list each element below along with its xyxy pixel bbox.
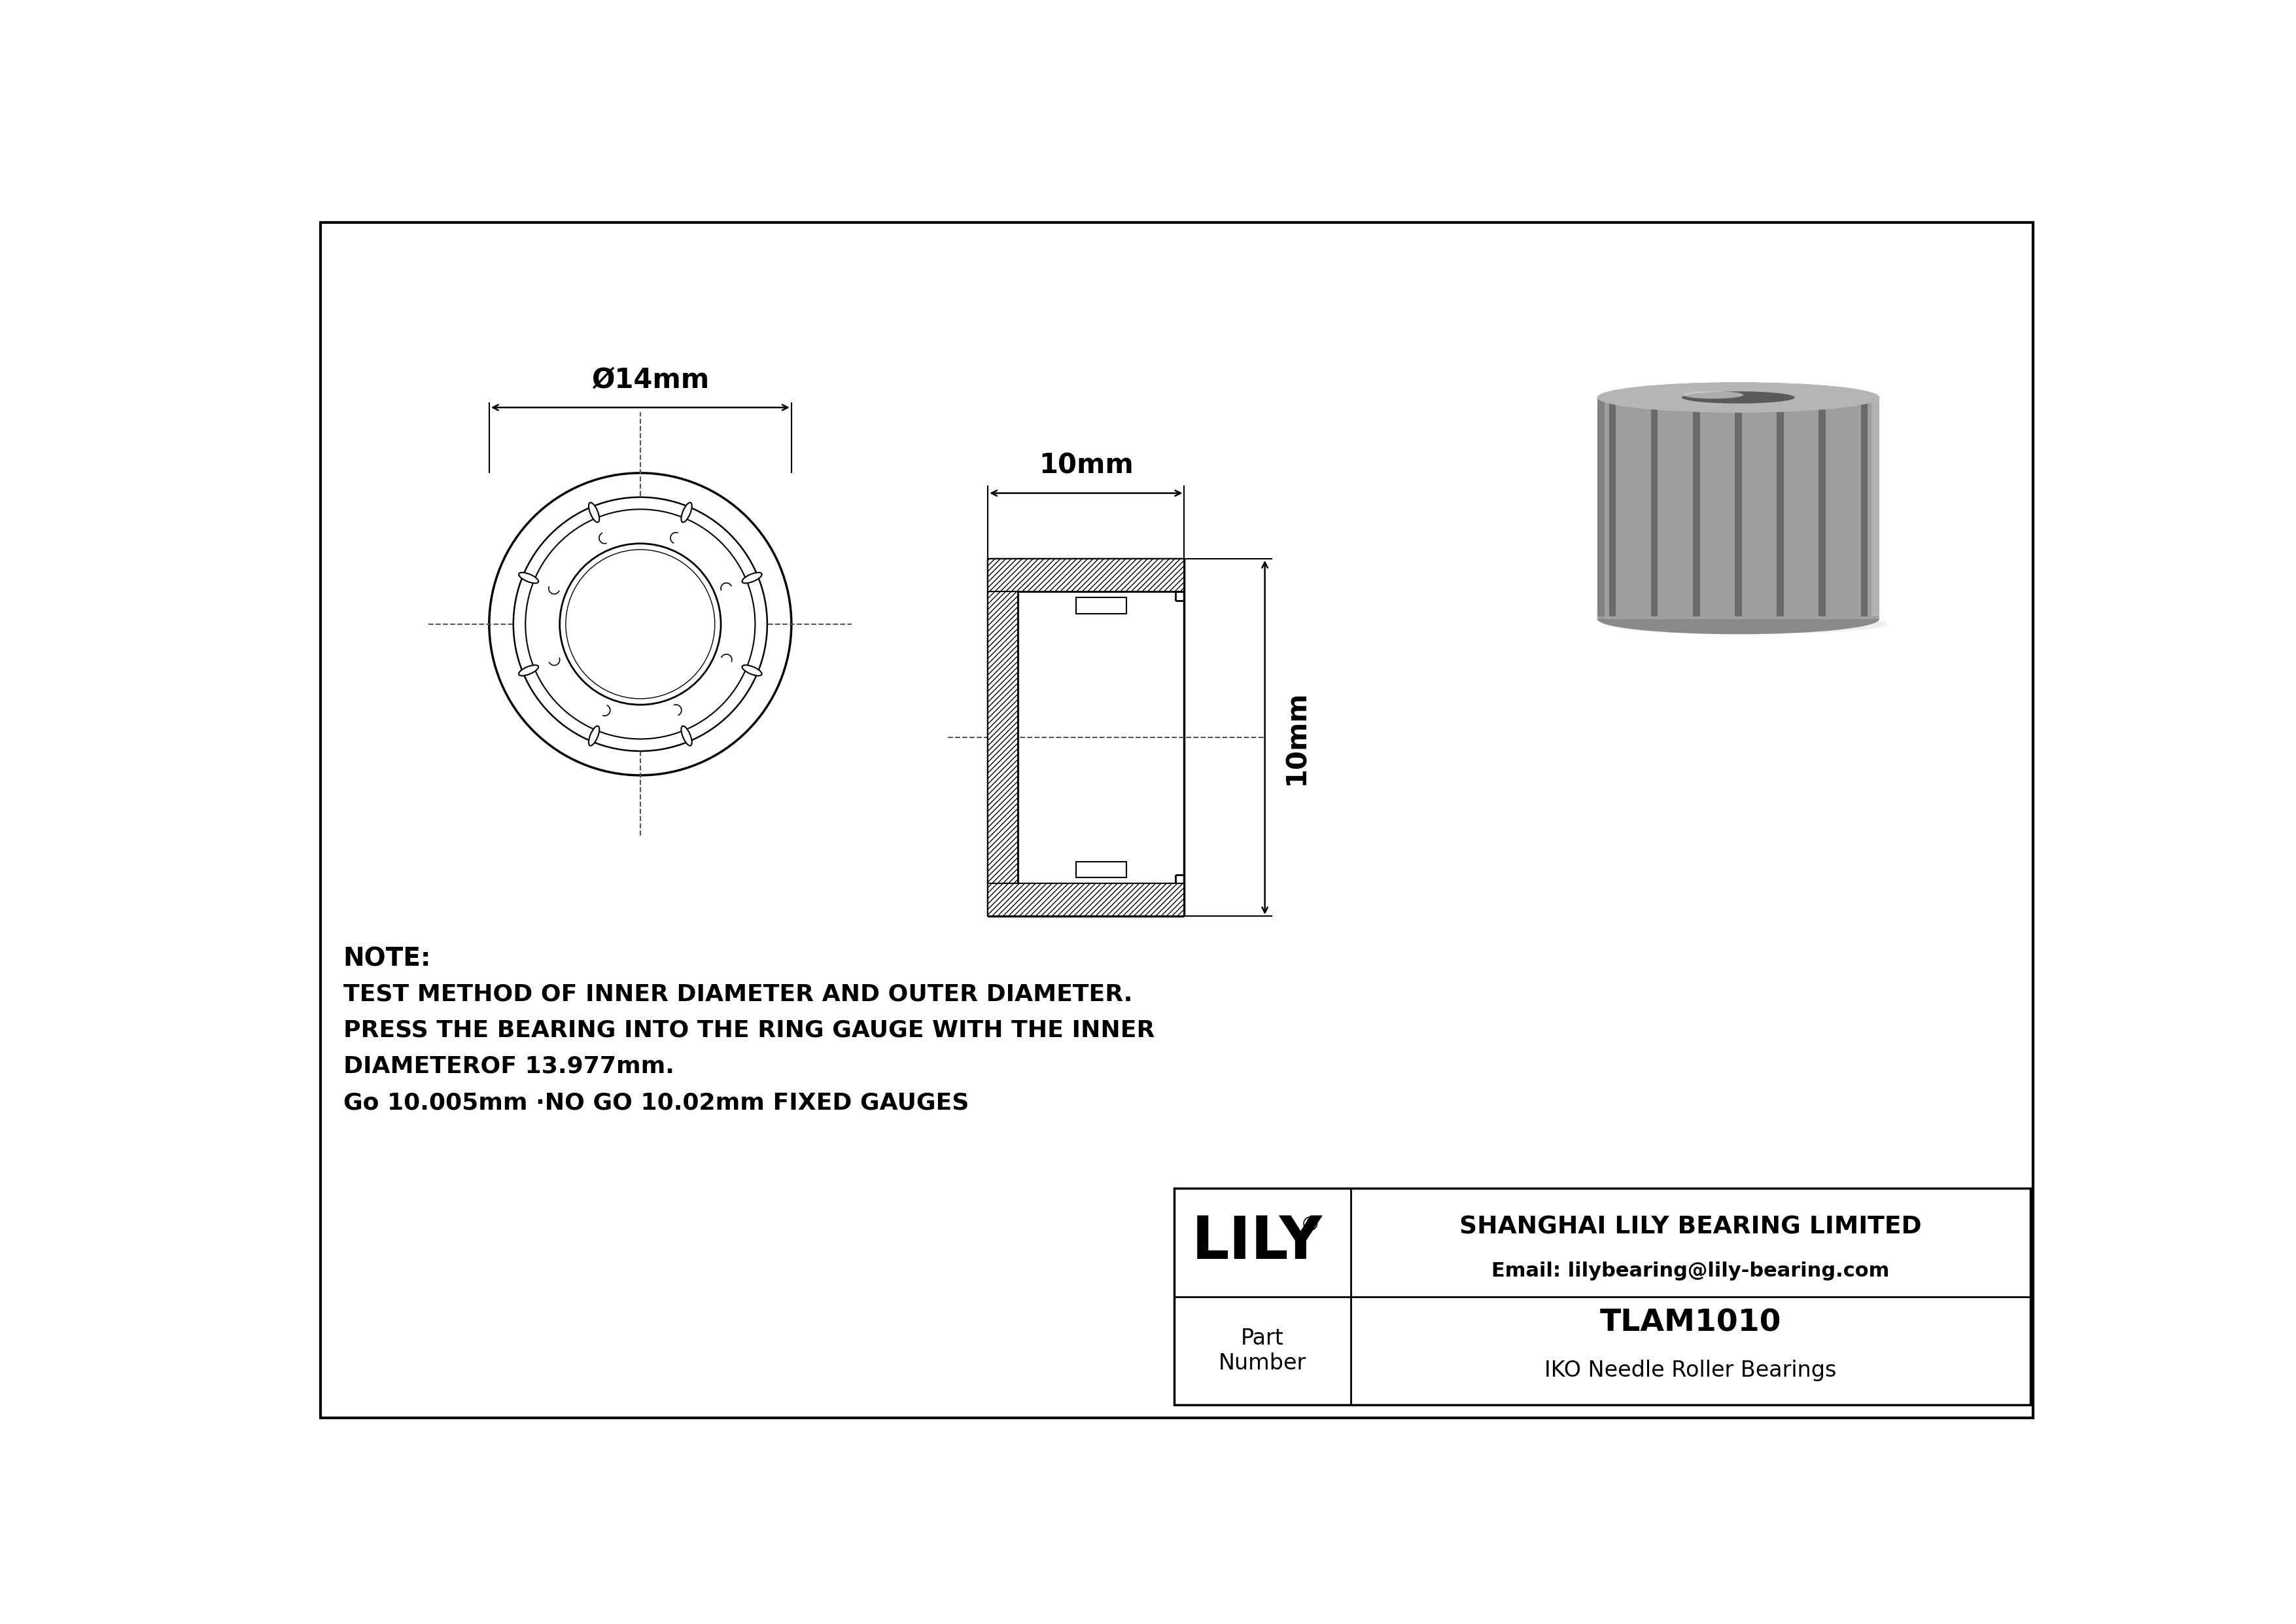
Bar <box>1818 400 1825 617</box>
Ellipse shape <box>682 726 691 745</box>
Bar <box>1736 400 1743 617</box>
Ellipse shape <box>682 502 691 523</box>
Ellipse shape <box>588 726 599 745</box>
Text: NOTE:: NOTE: <box>342 947 432 971</box>
Ellipse shape <box>742 666 762 676</box>
Text: TEST METHOD OF INNER DIAMETER AND OUTER DIAMETER.: TEST METHOD OF INNER DIAMETER AND OUTER … <box>342 983 1132 1005</box>
Bar <box>1651 400 1658 617</box>
Circle shape <box>560 544 721 705</box>
Bar <box>987 883 1185 916</box>
Circle shape <box>565 549 714 698</box>
Circle shape <box>526 510 755 739</box>
Bar <box>1692 400 1699 617</box>
Ellipse shape <box>1683 391 1795 403</box>
Bar <box>987 559 1185 591</box>
Text: PRESS THE BEARING INTO THE RING GAUGE WITH THE INNER: PRESS THE BEARING INTO THE RING GAUGE WI… <box>342 1020 1155 1041</box>
Circle shape <box>514 497 767 750</box>
Bar <box>1609 400 1616 617</box>
Ellipse shape <box>588 502 599 523</box>
Text: Go 10.005mm ·NO GO 10.02mm FIXED GAUGES: Go 10.005mm ·NO GO 10.02mm FIXED GAUGES <box>342 1091 969 1114</box>
Bar <box>1860 400 1867 617</box>
Bar <box>1077 598 1127 614</box>
Bar <box>1077 861 1127 877</box>
Ellipse shape <box>519 573 540 583</box>
Text: IKO Needle Roller Bearings: IKO Needle Roller Bearings <box>1545 1359 1837 1380</box>
Text: 10mm: 10mm <box>1038 451 1134 479</box>
Polygon shape <box>1871 400 1880 617</box>
Ellipse shape <box>1598 382 1880 412</box>
Ellipse shape <box>1683 391 1743 398</box>
Text: ®: ® <box>1300 1215 1320 1234</box>
Ellipse shape <box>1683 391 1795 403</box>
Text: 10mm: 10mm <box>1283 690 1311 784</box>
Text: TLAM1010: TLAM1010 <box>1600 1307 1782 1338</box>
Text: SHANGHAI LILY BEARING LIMITED: SHANGHAI LILY BEARING LIMITED <box>1460 1216 1922 1239</box>
Text: DIAMETEROF 13.977mm.: DIAMETEROF 13.977mm. <box>342 1056 675 1078</box>
Ellipse shape <box>1605 614 1887 635</box>
Polygon shape <box>1598 398 1880 619</box>
Ellipse shape <box>519 666 540 676</box>
Circle shape <box>489 473 792 775</box>
Polygon shape <box>1598 400 1605 617</box>
Text: Part
Number: Part Number <box>1219 1327 1306 1374</box>
Ellipse shape <box>742 573 762 583</box>
Bar <box>1777 400 1784 617</box>
Bar <box>987 591 1017 883</box>
Text: Ø14mm: Ø14mm <box>592 365 709 393</box>
Ellipse shape <box>1598 604 1880 635</box>
Text: LILY: LILY <box>1192 1213 1322 1272</box>
Text: Email: lilybearing@lily-bearing.com: Email: lilybearing@lily-bearing.com <box>1492 1262 1890 1280</box>
Bar <box>1173 1189 2030 1405</box>
Ellipse shape <box>1598 382 1880 412</box>
